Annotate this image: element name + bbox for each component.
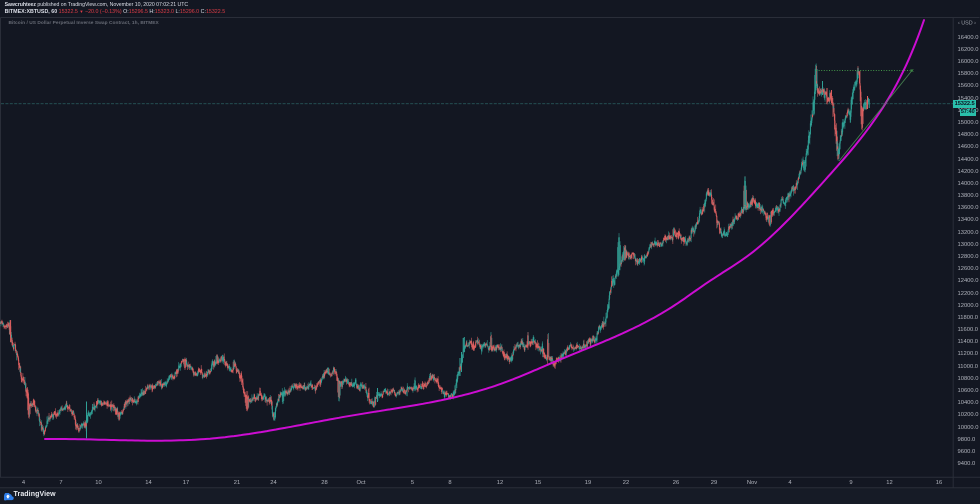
svg-text:‹ USD ›: ‹ USD ›	[958, 21, 976, 27]
